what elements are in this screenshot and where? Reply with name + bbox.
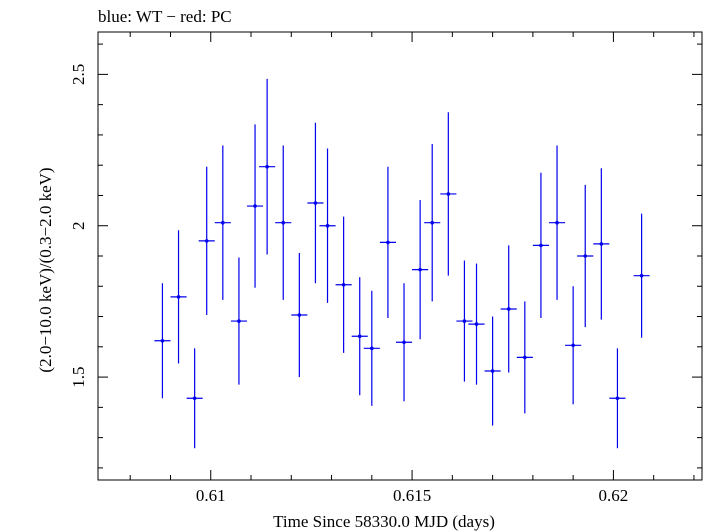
data-point <box>633 213 650 338</box>
data-point <box>246 124 264 288</box>
data-marker <box>386 240 390 245</box>
data-marker <box>474 322 479 326</box>
data-marker <box>341 282 346 287</box>
data-marker <box>253 204 257 208</box>
data-marker <box>430 220 435 225</box>
data-marker <box>160 338 165 343</box>
data-points <box>154 78 650 449</box>
data-marker <box>462 319 467 323</box>
data-marker <box>237 319 241 323</box>
data-point <box>307 122 324 284</box>
data-point <box>395 283 413 402</box>
data-marker <box>523 355 527 360</box>
plot-frame <box>97 31 703 481</box>
data-point <box>468 263 485 385</box>
data-marker <box>490 369 495 373</box>
data-point <box>412 200 429 340</box>
data-point <box>186 348 203 449</box>
y-tick-label: 2 <box>69 221 88 230</box>
y-tick-label: 2.5 <box>69 64 88 85</box>
data-marker <box>192 396 197 401</box>
x-tick-label: 0.615 <box>393 486 431 505</box>
data-point <box>577 184 594 328</box>
data-point <box>214 145 231 300</box>
x-tick-label: 0.62 <box>599 486 629 505</box>
data-point <box>259 78 276 255</box>
data-point <box>609 348 626 449</box>
data-marker <box>639 273 644 278</box>
y-tick-label: 1.5 <box>69 366 88 387</box>
data-point <box>424 144 441 302</box>
data-point <box>548 145 566 300</box>
data-marker <box>204 239 209 243</box>
data-point <box>291 252 308 378</box>
data-marker <box>571 343 575 348</box>
data-point <box>565 286 582 405</box>
data-point <box>154 283 171 399</box>
data-point <box>532 172 549 319</box>
data-marker <box>176 295 181 299</box>
chart-title: blue: WT − red: PC <box>98 7 232 26</box>
data-point <box>170 230 187 364</box>
data-marker <box>506 307 511 311</box>
data-marker <box>313 201 318 205</box>
data-marker <box>555 220 559 225</box>
data-marker <box>325 223 330 228</box>
data-marker <box>583 254 588 258</box>
data-marker <box>402 340 406 345</box>
data-point <box>319 148 336 303</box>
data-marker <box>265 164 269 169</box>
data-point <box>593 168 610 320</box>
data-point <box>198 166 215 316</box>
data-point <box>363 290 380 406</box>
data-point <box>335 216 352 353</box>
y-axis-label: (2.0−10.0 keV)/(0.3−2.0 keV) <box>36 167 55 372</box>
data-point <box>379 166 396 319</box>
data-point <box>440 112 457 276</box>
x-axis-label: Time Since 58330.0 MJD (days) <box>273 512 495 531</box>
data-marker <box>599 242 604 246</box>
data-marker <box>446 192 451 196</box>
data-point <box>275 145 292 300</box>
axis-tick-labels: 0.61 0.615 0.62 1.5 2 2.5 <box>69 64 628 505</box>
data-point <box>516 301 533 414</box>
x-tick-label: 0.61 <box>196 486 226 505</box>
data-point <box>230 257 247 385</box>
data-marker <box>370 346 374 351</box>
data-point <box>456 260 473 382</box>
data-point <box>500 245 517 373</box>
data-marker <box>281 220 286 225</box>
data-point <box>351 277 368 396</box>
data-marker <box>357 334 362 339</box>
axis-ticks <box>98 32 702 480</box>
data-marker <box>221 220 225 225</box>
data-marker <box>418 267 422 272</box>
data-marker <box>297 313 302 317</box>
data-marker <box>539 243 543 248</box>
data-point <box>484 316 501 426</box>
data-marker <box>615 396 620 401</box>
